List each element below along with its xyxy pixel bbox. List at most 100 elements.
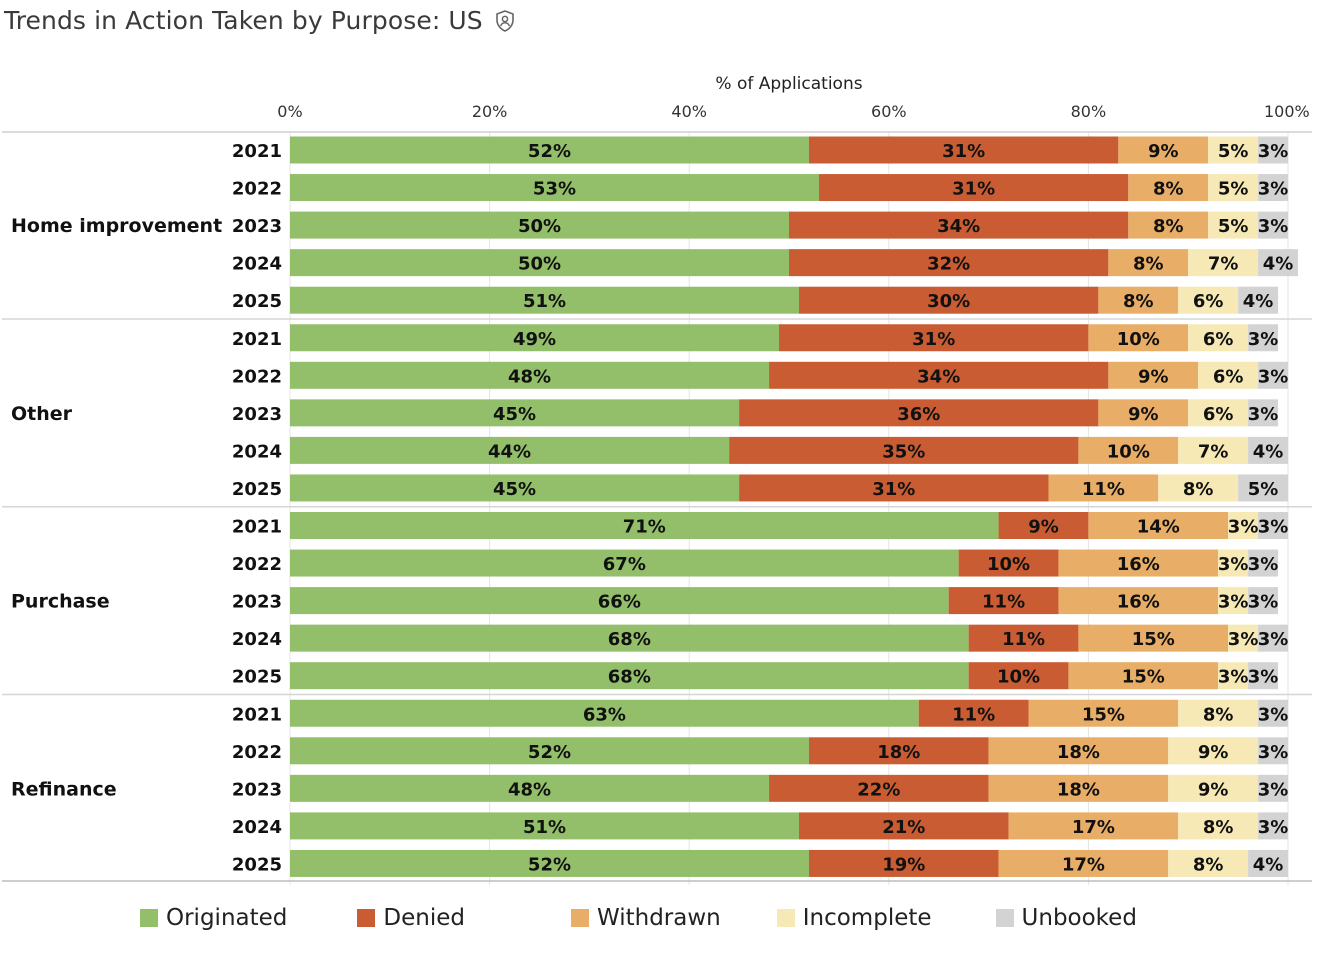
bar-segment-incomplete xyxy=(1188,399,1249,427)
year-label: 2021 xyxy=(232,141,282,162)
bar-segment-withdrawn xyxy=(1088,512,1229,539)
bar-segment-denied xyxy=(818,174,1129,202)
data-label: 6% xyxy=(1203,329,1234,350)
bar-segment-originated xyxy=(290,211,789,239)
data-label: 3% xyxy=(1258,366,1289,387)
bar-segment-unbooked xyxy=(1248,662,1279,690)
data-label: 11% xyxy=(952,704,995,725)
data-label: 66% xyxy=(598,592,641,613)
data-label: 4% xyxy=(1263,254,1294,275)
data-label: 63% xyxy=(583,704,626,725)
bar-segment-denied xyxy=(798,812,1009,840)
data-label: 11% xyxy=(1002,629,1045,650)
bar-segment-originated xyxy=(290,136,809,164)
bar-segment-denied xyxy=(808,136,1119,164)
data-label: 7% xyxy=(1198,441,1229,462)
chart-title: Trends in Action Taken by Purpose: US xyxy=(4,6,483,35)
bar-segment-incomplete xyxy=(1178,436,1249,464)
data-label: 9% xyxy=(1198,779,1229,800)
data-label: 10% xyxy=(987,554,1030,575)
data-label: 3% xyxy=(1258,779,1289,800)
bar-segment-withdrawn xyxy=(988,737,1169,765)
year-label: 2022 xyxy=(232,554,282,575)
data-label: 3% xyxy=(1218,554,1249,575)
data-label: 9% xyxy=(1138,366,1169,387)
bar-segment-unbooked xyxy=(1258,361,1288,389)
bar-segment-originated xyxy=(290,436,730,464)
bar-segment-withdrawn xyxy=(1008,812,1179,840)
group-separators xyxy=(2,131,1312,882)
legend-item-withdrawn[interactable]: Withdrawn xyxy=(570,905,721,931)
bar-segment-unbooked xyxy=(1258,737,1288,765)
data-label: 7% xyxy=(1208,254,1239,275)
data-label: 3% xyxy=(1228,517,1259,538)
bar-segment-incomplete xyxy=(1168,774,1259,802)
bar-segment-originated xyxy=(290,699,919,727)
legend-item-denied[interactable]: Denied xyxy=(357,905,465,931)
bar-segment-unbooked xyxy=(1258,812,1288,840)
bar-segment-withdrawn xyxy=(988,774,1169,802)
year-label: 2022 xyxy=(232,366,282,387)
data-label: 3% xyxy=(1218,667,1249,688)
data-label: 3% xyxy=(1248,554,1279,575)
year-label: 2024 xyxy=(232,629,282,650)
data-label: 8% xyxy=(1203,704,1234,725)
year-label: 2021 xyxy=(232,517,282,538)
bar-segment-denied xyxy=(739,474,1049,502)
bar-segment-originated xyxy=(290,662,969,690)
data-label: 52% xyxy=(528,854,571,875)
data-label: 9% xyxy=(1198,742,1229,763)
year-label: 2024 xyxy=(232,254,282,275)
bar-segment-incomplete xyxy=(1178,812,1259,840)
data-label: 11% xyxy=(1082,479,1125,500)
bar-segment-incomplete xyxy=(1228,624,1259,652)
bar-segment-denied xyxy=(798,286,1099,314)
legend-label: Originated xyxy=(166,905,288,931)
data-label: 22% xyxy=(857,779,900,800)
year-label: 2023 xyxy=(232,592,282,613)
bar-segment-originated xyxy=(290,849,809,877)
x-tick-label: 20% xyxy=(472,102,508,121)
bar-segment-unbooked xyxy=(1238,474,1288,502)
bars: 52% 31% 9% 5% 3% 53% 31% 8% 5% 3% 50% 34% 8% 5% 3% 50% 3… xyxy=(290,136,1298,877)
data-label: 31% xyxy=(952,179,995,200)
data-label: 17% xyxy=(1072,817,1115,838)
data-label: 8% xyxy=(1123,291,1154,312)
data-label: 5% xyxy=(1218,141,1249,162)
bar-segment-withdrawn xyxy=(1068,662,1219,690)
legend-item-incomplete[interactable]: Incomplete xyxy=(776,905,932,931)
bar-segment-withdrawn xyxy=(1118,136,1209,164)
data-label: 5% xyxy=(1218,179,1249,200)
bar-segment-incomplete xyxy=(1178,699,1259,727)
x-axis: % of Applications 0% 20% 40% 60% 80% 100% xyxy=(277,74,1309,121)
bar-segment-withdrawn xyxy=(1058,549,1219,577)
data-label: 6% xyxy=(1213,366,1244,387)
bar-segment-incomplete xyxy=(1188,324,1249,352)
data-label: 14% xyxy=(1137,517,1180,538)
data-label: 10% xyxy=(1117,329,1160,350)
legend-item-unbooked[interactable]: Unbooked xyxy=(995,905,1137,931)
data-label: 51% xyxy=(523,291,566,312)
legend-label: Unbooked xyxy=(1021,905,1137,931)
data-label: 6% xyxy=(1203,404,1234,425)
bar-segment-unbooked xyxy=(1248,324,1279,352)
bar-segment-denied xyxy=(729,436,1079,464)
bar-segment-denied xyxy=(808,737,989,765)
bar-segment-originated xyxy=(290,324,780,352)
legend: Originated Denied Withdrawn Incomplete Unboo… xyxy=(140,905,1137,931)
data-label: 31% xyxy=(872,479,915,500)
data-label: 3% xyxy=(1248,592,1279,613)
year-label: 2023 xyxy=(232,216,282,237)
data-label: 18% xyxy=(1057,779,1100,800)
bar-segment-denied xyxy=(739,399,1099,427)
data-label: 68% xyxy=(608,667,651,688)
shield-person-icon[interactable] xyxy=(493,9,517,33)
year-label: 2022 xyxy=(232,742,282,763)
data-label: 45% xyxy=(493,479,536,500)
bar-segment-unbooked xyxy=(1248,549,1279,577)
data-label: 5% xyxy=(1248,479,1279,500)
data-label: 9% xyxy=(1128,404,1159,425)
data-label: 50% xyxy=(518,254,561,275)
legend-item-originated[interactable]: Originated xyxy=(140,905,287,931)
data-label: 5% xyxy=(1218,216,1249,237)
